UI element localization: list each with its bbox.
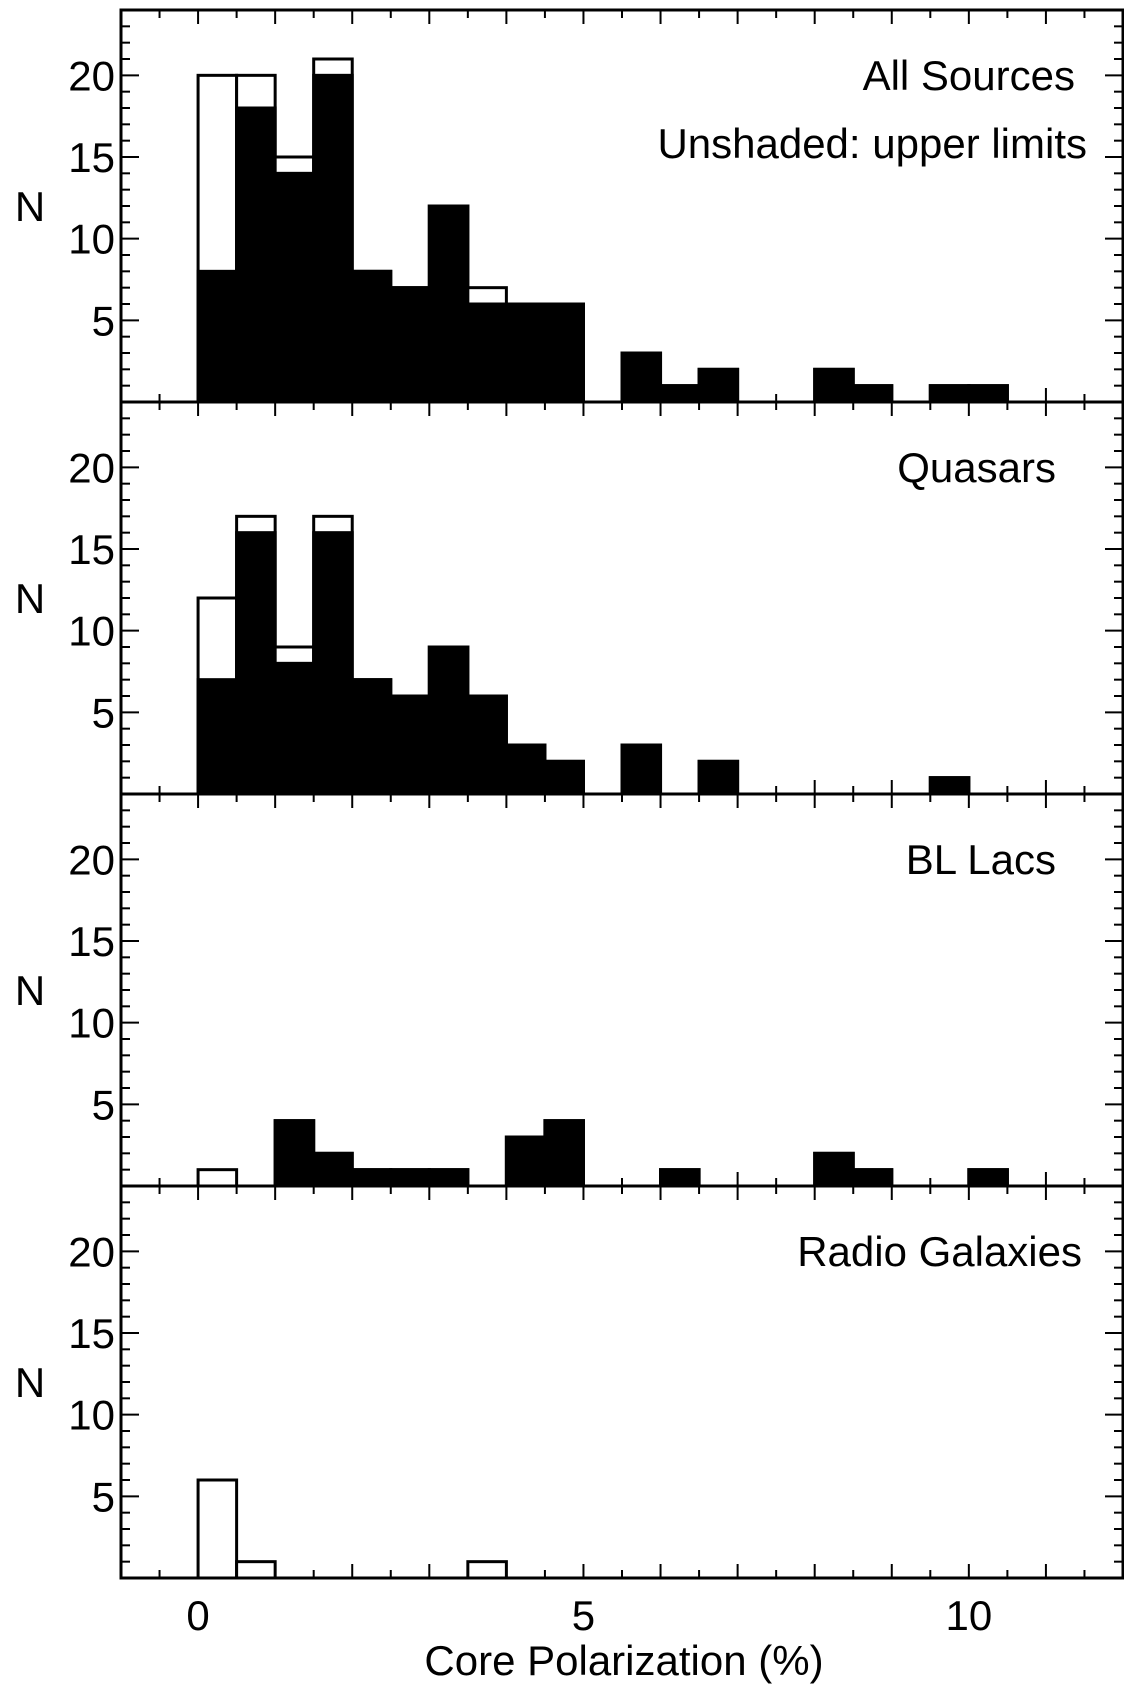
- bar-detected-p1-b12: [928, 776, 971, 796]
- bar-detected-p1-b4: [350, 678, 393, 796]
- bar-detected-p2-b4: [389, 1168, 431, 1188]
- panel-title: Radio Galaxies: [797, 1228, 1082, 1275]
- bar-detected-p0-b11: [659, 384, 701, 404]
- bar-detected-p2-b1: [273, 1119, 316, 1188]
- panel-2: 5 10 15 20 N BL Lacs: [15, 792, 1124, 1188]
- bar-detected-p0-b5: [389, 286, 431, 404]
- bar-detected-p1-b3: [312, 531, 354, 796]
- bar-detected-p0-b10: [620, 351, 663, 404]
- bar-detected-p1-b5: [389, 694, 431, 796]
- bar-detected-p0-b6: [427, 204, 470, 404]
- bar-detected-p0-b9: [543, 302, 585, 404]
- bar-detected-p2-b3: [350, 1168, 393, 1188]
- y-tick-label: 5: [92, 297, 115, 344]
- y-tick-label: 5: [92, 689, 115, 736]
- panels-group: 5 10 15 20 N All Sources Unshaded: upper limit…: [15, 8, 1124, 1639]
- panel-3: 5 10 15 20 N Radio Galaxies: [15, 1184, 1124, 1580]
- bar-detected-p1-b1: [235, 531, 277, 796]
- x-tick-label: 10: [945, 1592, 992, 1639]
- bar-detected-p0-b4: [350, 269, 393, 404]
- y-axis-label: N: [15, 967, 45, 1014]
- y-axis-label: N: [15, 1359, 45, 1406]
- x-tick-label: 5: [572, 1592, 595, 1639]
- bar-detected-p0-b0: [196, 269, 239, 404]
- panel-0: 5 10 15 20 N All Sources Unshaded: upper limit…: [15, 8, 1124, 404]
- bar-detected-p0-b13: [813, 367, 855, 404]
- y-tick-label: 5: [92, 1473, 115, 1520]
- y-tick-label: 20: [68, 836, 115, 883]
- bar-detected-p0-b1: [235, 106, 277, 404]
- bar-detected-p1-b6: [427, 645, 470, 796]
- bar-detected-p2-b11: [967, 1168, 1009, 1188]
- x-axis-label: Core Polarization (%): [424, 1637, 823, 1684]
- bar-detected-p0-b2: [273, 171, 316, 404]
- bar-total-p3-b1: [235, 1560, 277, 1580]
- y-tick-label: 5: [92, 1081, 115, 1128]
- bar-detected-p1-b9: [543, 759, 585, 796]
- panel-title: Quasars: [897, 444, 1056, 491]
- y-tick-label: 10: [68, 216, 115, 263]
- bar-detected-p0-b14: [851, 384, 894, 404]
- bar-detected-p2-b6: [504, 1135, 547, 1188]
- bar-detected-p0-b8: [504, 302, 547, 404]
- bar-detected-p1-b8: [504, 743, 547, 796]
- y-tick-label: 10: [68, 1000, 115, 1047]
- bar-detected-p0-b7: [466, 302, 508, 404]
- y-axis-label: N: [15, 183, 45, 230]
- bar-detected-p1-b7: [466, 694, 508, 796]
- y-tick-label: 10: [68, 1392, 115, 1439]
- bar-detected-p2-b2: [312, 1151, 354, 1188]
- bar-total-p3-b2: [466, 1560, 508, 1580]
- y-tick-label: 15: [68, 134, 115, 181]
- bar-detected-p1-b2: [273, 661, 316, 796]
- bar-detected-p0-b16: [967, 384, 1009, 404]
- bar-detected-p2-b8: [659, 1168, 701, 1188]
- bar-detected-p2-b9: [813, 1151, 855, 1188]
- bar-detected-p0-b15: [928, 384, 971, 404]
- y-tick-label: 20: [68, 1228, 115, 1275]
- bar-total-p2-b0: [196, 1168, 239, 1188]
- panel-1: 5 10 15 20 N Quasars: [15, 400, 1124, 796]
- panel-title: BL Lacs: [906, 836, 1056, 883]
- y-tick-label: 15: [68, 918, 115, 965]
- y-tick-label: 15: [68, 1310, 115, 1357]
- bar-detected-p2-b10: [851, 1168, 894, 1188]
- y-tick-label: 15: [68, 526, 115, 573]
- bar-detected-p2-b7: [543, 1119, 585, 1188]
- y-tick-label: 20: [68, 52, 115, 99]
- bar-detected-p0-b3: [312, 73, 354, 404]
- bar-detected-p1-b11: [697, 759, 740, 796]
- y-axis-label: N: [15, 575, 45, 622]
- y-tick-label: 10: [68, 608, 115, 655]
- bar-detected-p1-b10: [620, 743, 663, 796]
- bar-detected-p2-b5: [427, 1168, 470, 1188]
- bar-detected-p1-b0: [196, 678, 239, 796]
- bar-detected-p0-b12: [697, 367, 740, 404]
- y-tick-label: 20: [68, 444, 115, 491]
- panel-subtitle: Unshaded: upper limits: [657, 120, 1087, 167]
- bar-total-p3-b0: [196, 1478, 239, 1580]
- x-tick-label: 0: [186, 1592, 209, 1639]
- panel-title: All Sources: [863, 52, 1075, 99]
